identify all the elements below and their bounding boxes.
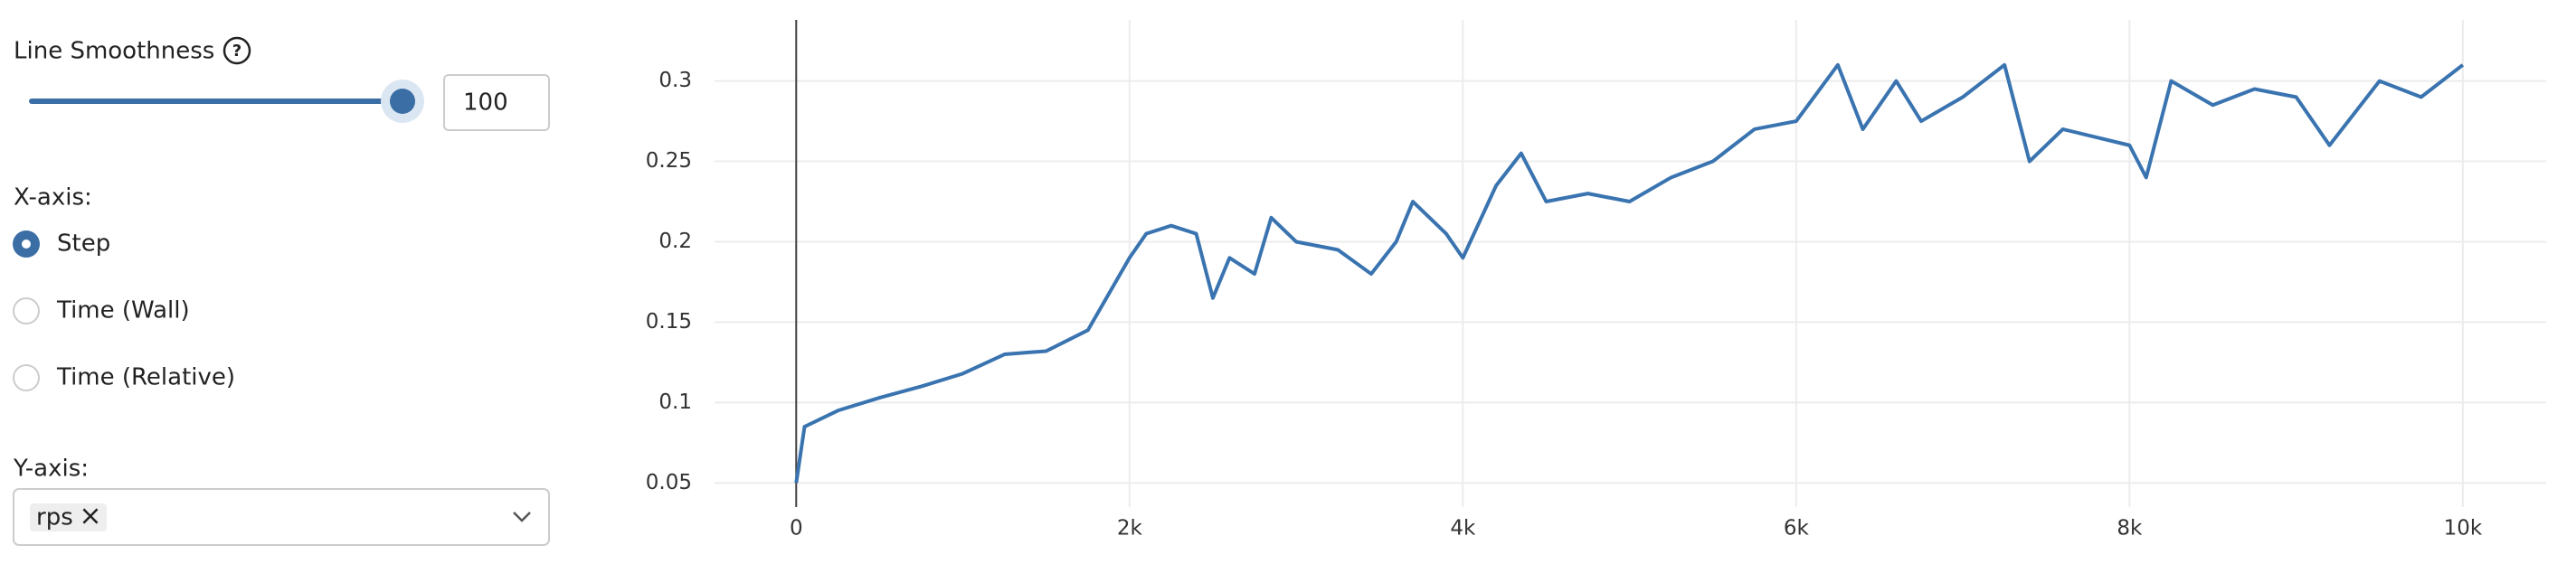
x-axis-label: X-axis: [14,184,92,212]
tag-remove[interactable]: × [79,501,101,532]
x-tick-label: 6k [1784,517,1810,540]
x-option[interactable]: Time (Relative) [56,364,235,391]
y-tick-label: 0.1 [658,390,692,414]
help-icon[interactable] [223,36,251,65]
chevron[interactable] [513,512,531,522]
y-select[interactable] [13,488,550,546]
smoothness-label: Line Smoothness [14,38,214,65]
line [794,62,2465,484]
x-tick-label: 8k [2117,517,2143,540]
y-axis-label: Y-axis: [13,456,89,483]
x-option[interactable]: Time (Wall) [56,297,190,324]
y-tick-label: 0.05 [646,471,692,494]
help-icon-text: ? [232,42,242,61]
slider-knob[interactable] [390,89,415,114]
y-tag-text: rps [36,504,73,531]
y-tick-label: 0.3 [658,69,692,92]
chart: 0.05 0.1 0.15 0.2 0.25 0.3 0 2k 4k 6k 8k 10k [646,20,2546,540]
radio-dot [22,240,31,249]
radio[interactable] [13,297,40,324]
y-tick-label: 0.2 [658,230,692,253]
y-tick-label: 0.15 [646,310,692,334]
smoothness-input[interactable] [443,74,550,131]
x-option[interactable]: Step [57,230,110,258]
x-tick-label: 2k [1117,517,1143,540]
x-tick-label: 10k [2444,517,2483,540]
y-tag [30,503,107,531]
smoothness-value: 100 [463,89,508,117]
radio[interactable] [13,364,40,391]
x-tick-label: 4k [1450,517,1476,540]
x-tick-label: 0 [790,517,803,540]
y-tick-label: 0.25 [646,149,692,173]
